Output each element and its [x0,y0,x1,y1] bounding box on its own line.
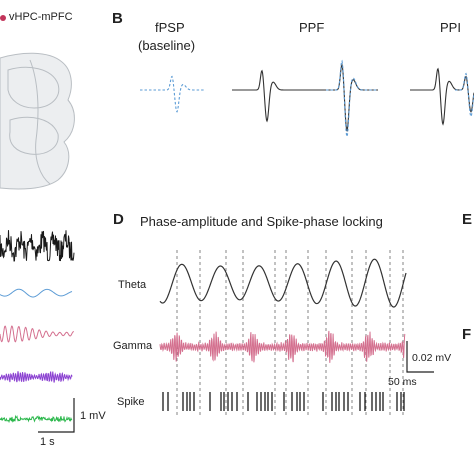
panel-b-ppf-title: PPF [299,20,325,35]
legend-dot [0,15,6,21]
panel-c-scale-mv: 1 mV [80,410,106,422]
legend-label: vHPC-mPFC [9,11,73,23]
panel-d-scale-bar [406,341,434,373]
panel-d-scale-ms: 50 ms [388,376,417,388]
panel-label-f: F [462,326,472,343]
panel-d-spike-label: Spike [117,396,145,408]
brain-illustration-icon [0,52,75,190]
panel-label-b: B [112,10,123,27]
panel-c-raw-trace [0,230,75,262]
panel-d-theta-trace [159,258,407,308]
panel-d-scale-mv: 0.02 mV [412,352,452,364]
panel-c-gamma-trace [0,325,75,343]
panel-label-d: D [113,211,124,228]
panel-b-ppf-trace [232,59,378,139]
panel-d-theta-label: Theta [118,279,147,291]
panel-c-scale-s: 1 s [40,436,55,448]
panel-b-fpsp-title: fPSP [155,20,185,35]
panel-c-scale-bar [38,398,75,433]
panel-b-ppi-trace [410,67,474,126]
panel-c-theta-trace [0,288,73,298]
panel-b-ppi-title: PPI [440,20,461,35]
panel-b-fpsp-trace [140,75,205,113]
panel-b-fpsp-subtitle: (baseline) [138,38,196,53]
panel-d-phase-lines [176,250,404,415]
panel-c-high-gamma-trace [0,371,73,383]
panel-c-ripple-trace [0,414,73,424]
panel-d-gamma-trace [159,330,406,363]
panel-d-spike-raster [162,392,405,411]
panel-label-e: E [462,211,473,228]
panel-d-gamma-label: Gamma [113,340,153,352]
panel-d-title: Phase-amplitude and Spike-phase locking [140,214,383,229]
